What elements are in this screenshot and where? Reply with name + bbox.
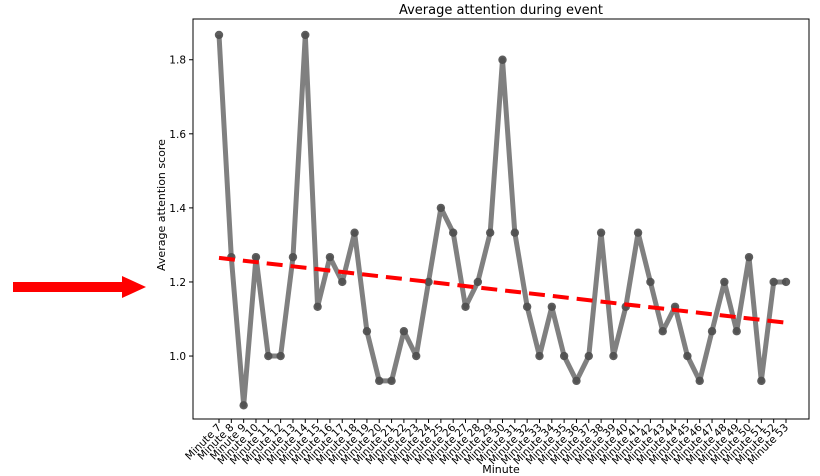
data-point — [350, 228, 359, 237]
data-point — [313, 302, 322, 311]
trend-line — [218, 255, 787, 325]
data-point — [510, 228, 520, 237]
y-tick-label: 1.2 — [169, 277, 186, 289]
data-point — [596, 228, 606, 237]
data-point — [473, 277, 483, 287]
series-line — [216, 32, 786, 408]
data-point — [744, 252, 754, 262]
data-point — [572, 376, 581, 386]
series-attention — [214, 30, 791, 410]
data-point — [461, 302, 470, 311]
data-point — [424, 277, 433, 287]
data-point — [584, 351, 593, 361]
data-point — [658, 327, 667, 336]
data-point — [781, 277, 791, 287]
data-point — [609, 351, 618, 361]
data-point — [757, 376, 766, 386]
data-point — [547, 302, 557, 311]
data-point — [559, 351, 569, 361]
data-point — [264, 351, 273, 361]
data-point — [239, 401, 248, 410]
data-point — [214, 30, 224, 40]
data-point — [436, 203, 446, 213]
data-point — [387, 376, 396, 386]
plot-frame — [192, 18, 810, 420]
data-point — [720, 277, 729, 287]
data-point — [399, 327, 409, 336]
data-point — [375, 376, 384, 386]
data-point — [412, 351, 421, 361]
x-axis-label: Minute — [482, 463, 520, 476]
trend-line-group — [218, 255, 787, 325]
data-point — [633, 228, 643, 237]
data-point — [769, 277, 778, 287]
y-tick-label: 1.4 — [169, 203, 186, 215]
data-point — [338, 277, 347, 287]
data-point — [498, 55, 507, 64]
data-point — [448, 228, 458, 237]
data-point — [276, 351, 285, 361]
chart-title: Average attention during event — [399, 3, 603, 18]
data-point — [325, 252, 335, 262]
data-point — [485, 228, 495, 237]
data-point — [288, 252, 298, 262]
data-point — [522, 302, 532, 311]
data-point — [301, 30, 310, 40]
red-arrow-annotation — [13, 276, 146, 298]
data-point — [695, 376, 704, 386]
y-tick-label: 1.8 — [169, 55, 186, 67]
y-axis: 1.0 1.2 1.4 1.6 1.8 — [169, 55, 193, 363]
data-point — [535, 351, 544, 361]
data-point — [646, 277, 655, 287]
data-point — [707, 327, 717, 336]
data-point — [732, 327, 741, 336]
data-point — [683, 351, 692, 361]
y-tick-label: 1.0 — [169, 351, 186, 363]
data-point — [362, 327, 372, 336]
y-tick-label: 1.6 — [169, 129, 186, 141]
y-axis-label: Average attention score — [155, 139, 168, 271]
data-point — [251, 252, 261, 262]
